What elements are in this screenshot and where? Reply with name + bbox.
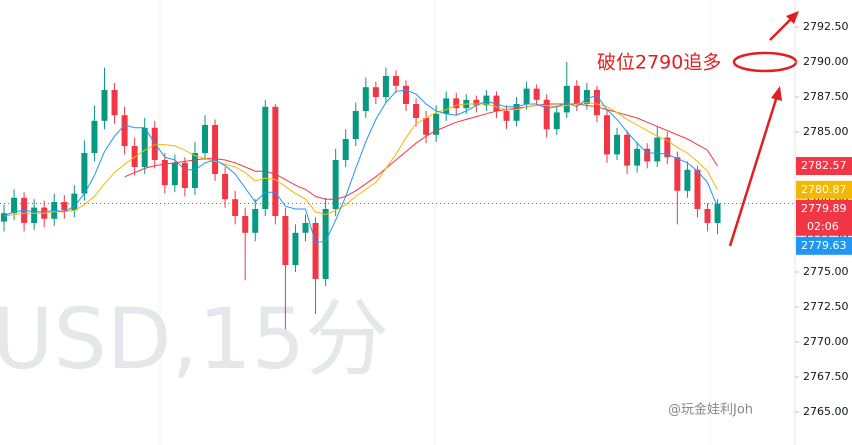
candle-body <box>392 76 399 86</box>
credit: @玩金娃利Joh <box>668 402 753 418</box>
arrow <box>769 17 793 41</box>
candle-body <box>202 125 208 153</box>
candle-body <box>141 127 148 167</box>
candle-body <box>453 98 460 109</box>
candle-body <box>533 88 540 100</box>
price-tag-label: 2782.57 <box>801 159 847 172</box>
candle-body <box>292 232 299 265</box>
candle-body <box>101 90 108 121</box>
y-tick-label: 2772.50 <box>803 300 849 313</box>
y-tick-label: 2790.00 <box>803 55 849 68</box>
candle-body <box>191 152 198 188</box>
candle-body <box>423 118 430 135</box>
y-tick-label: 2792.50 <box>803 20 849 33</box>
candle-body <box>563 85 570 113</box>
candle-body <box>654 137 661 162</box>
candle-body <box>634 148 641 166</box>
candle-body <box>272 106 279 216</box>
candle-body <box>664 137 671 158</box>
candle-body <box>342 139 349 160</box>
candle-body <box>232 199 239 216</box>
candle-body <box>403 85 409 105</box>
candle-body <box>131 146 138 167</box>
candle-body <box>714 203 721 223</box>
candle-body <box>302 222 309 233</box>
candle-body <box>543 99 550 130</box>
candle-body <box>262 106 269 209</box>
y-tick-label: 2765.00 <box>803 405 849 418</box>
candle-body <box>322 208 329 279</box>
candle-body <box>181 162 188 188</box>
candle-body <box>624 134 631 166</box>
candle-body <box>332 159 339 209</box>
candle-body <box>71 193 78 211</box>
candle-body <box>61 201 68 211</box>
arrow <box>728 95 779 247</box>
candle-body <box>513 104 520 121</box>
arrow-head <box>786 11 799 24</box>
y-tick-label: 2770.00 <box>803 335 849 348</box>
candle-body <box>503 111 510 121</box>
candle-body <box>362 87 369 112</box>
arrow-head <box>771 86 782 101</box>
candle-body <box>573 85 580 105</box>
candle-body <box>523 88 530 105</box>
candle-body <box>684 169 691 191</box>
candle-body <box>121 115 128 147</box>
price-tag <box>796 236 852 255</box>
plot <box>0 62 795 330</box>
candle-body <box>252 208 259 233</box>
candle-body <box>583 90 590 105</box>
y-tick-label: 2767.50 <box>803 370 849 383</box>
annotation: 破位2790追多 <box>597 52 721 74</box>
price-tag <box>796 180 852 199</box>
candle-body <box>372 87 379 98</box>
candle-body <box>212 125 219 174</box>
highlight-ellipse <box>732 51 798 73</box>
candle-body <box>674 157 681 191</box>
candle-body <box>91 120 98 153</box>
y-tick-label: 2775.00 <box>803 265 849 278</box>
price-tag-label: 2779.89 <box>801 202 847 215</box>
ma-line <box>124 103 718 200</box>
candle-body <box>694 169 701 209</box>
candle-body <box>433 113 440 135</box>
price-tag-label: 2780.87 <box>801 183 847 196</box>
candle-body <box>222 173 229 200</box>
price-tag-label: 2779.63 <box>801 239 847 252</box>
candle-body <box>382 76 389 98</box>
candle-body <box>443 98 450 114</box>
ma-line <box>3 102 718 217</box>
y-tick-label: 2785.00 <box>803 125 849 138</box>
candle-body <box>282 215 289 265</box>
candle-body <box>413 104 420 119</box>
candle-body <box>644 148 651 162</box>
candle-body <box>593 90 600 116</box>
ma-line <box>3 89 719 244</box>
countdown: 02:06 <box>807 220 839 233</box>
candle-body <box>493 95 500 112</box>
watermark: USD,15分 <box>0 290 389 388</box>
candle-body <box>553 112 560 130</box>
candle-body <box>312 222 319 279</box>
candle-body <box>604 115 610 155</box>
candle-body <box>111 90 118 116</box>
candle-body <box>704 208 711 223</box>
y-tick-label: 2787.50 <box>803 90 849 103</box>
candle-body <box>31 207 38 223</box>
candle-body <box>81 152 88 194</box>
candle-body <box>483 95 490 106</box>
candle-body <box>614 134 621 155</box>
candle-body <box>473 99 480 106</box>
price-tag <box>796 157 852 176</box>
candle-body <box>1 213 7 222</box>
candle-body <box>242 215 249 233</box>
candle-body <box>171 162 178 186</box>
candle-body <box>11 197 18 214</box>
candle-body <box>161 159 168 186</box>
price-tag <box>796 199 852 236</box>
candle-body <box>352 111 359 140</box>
